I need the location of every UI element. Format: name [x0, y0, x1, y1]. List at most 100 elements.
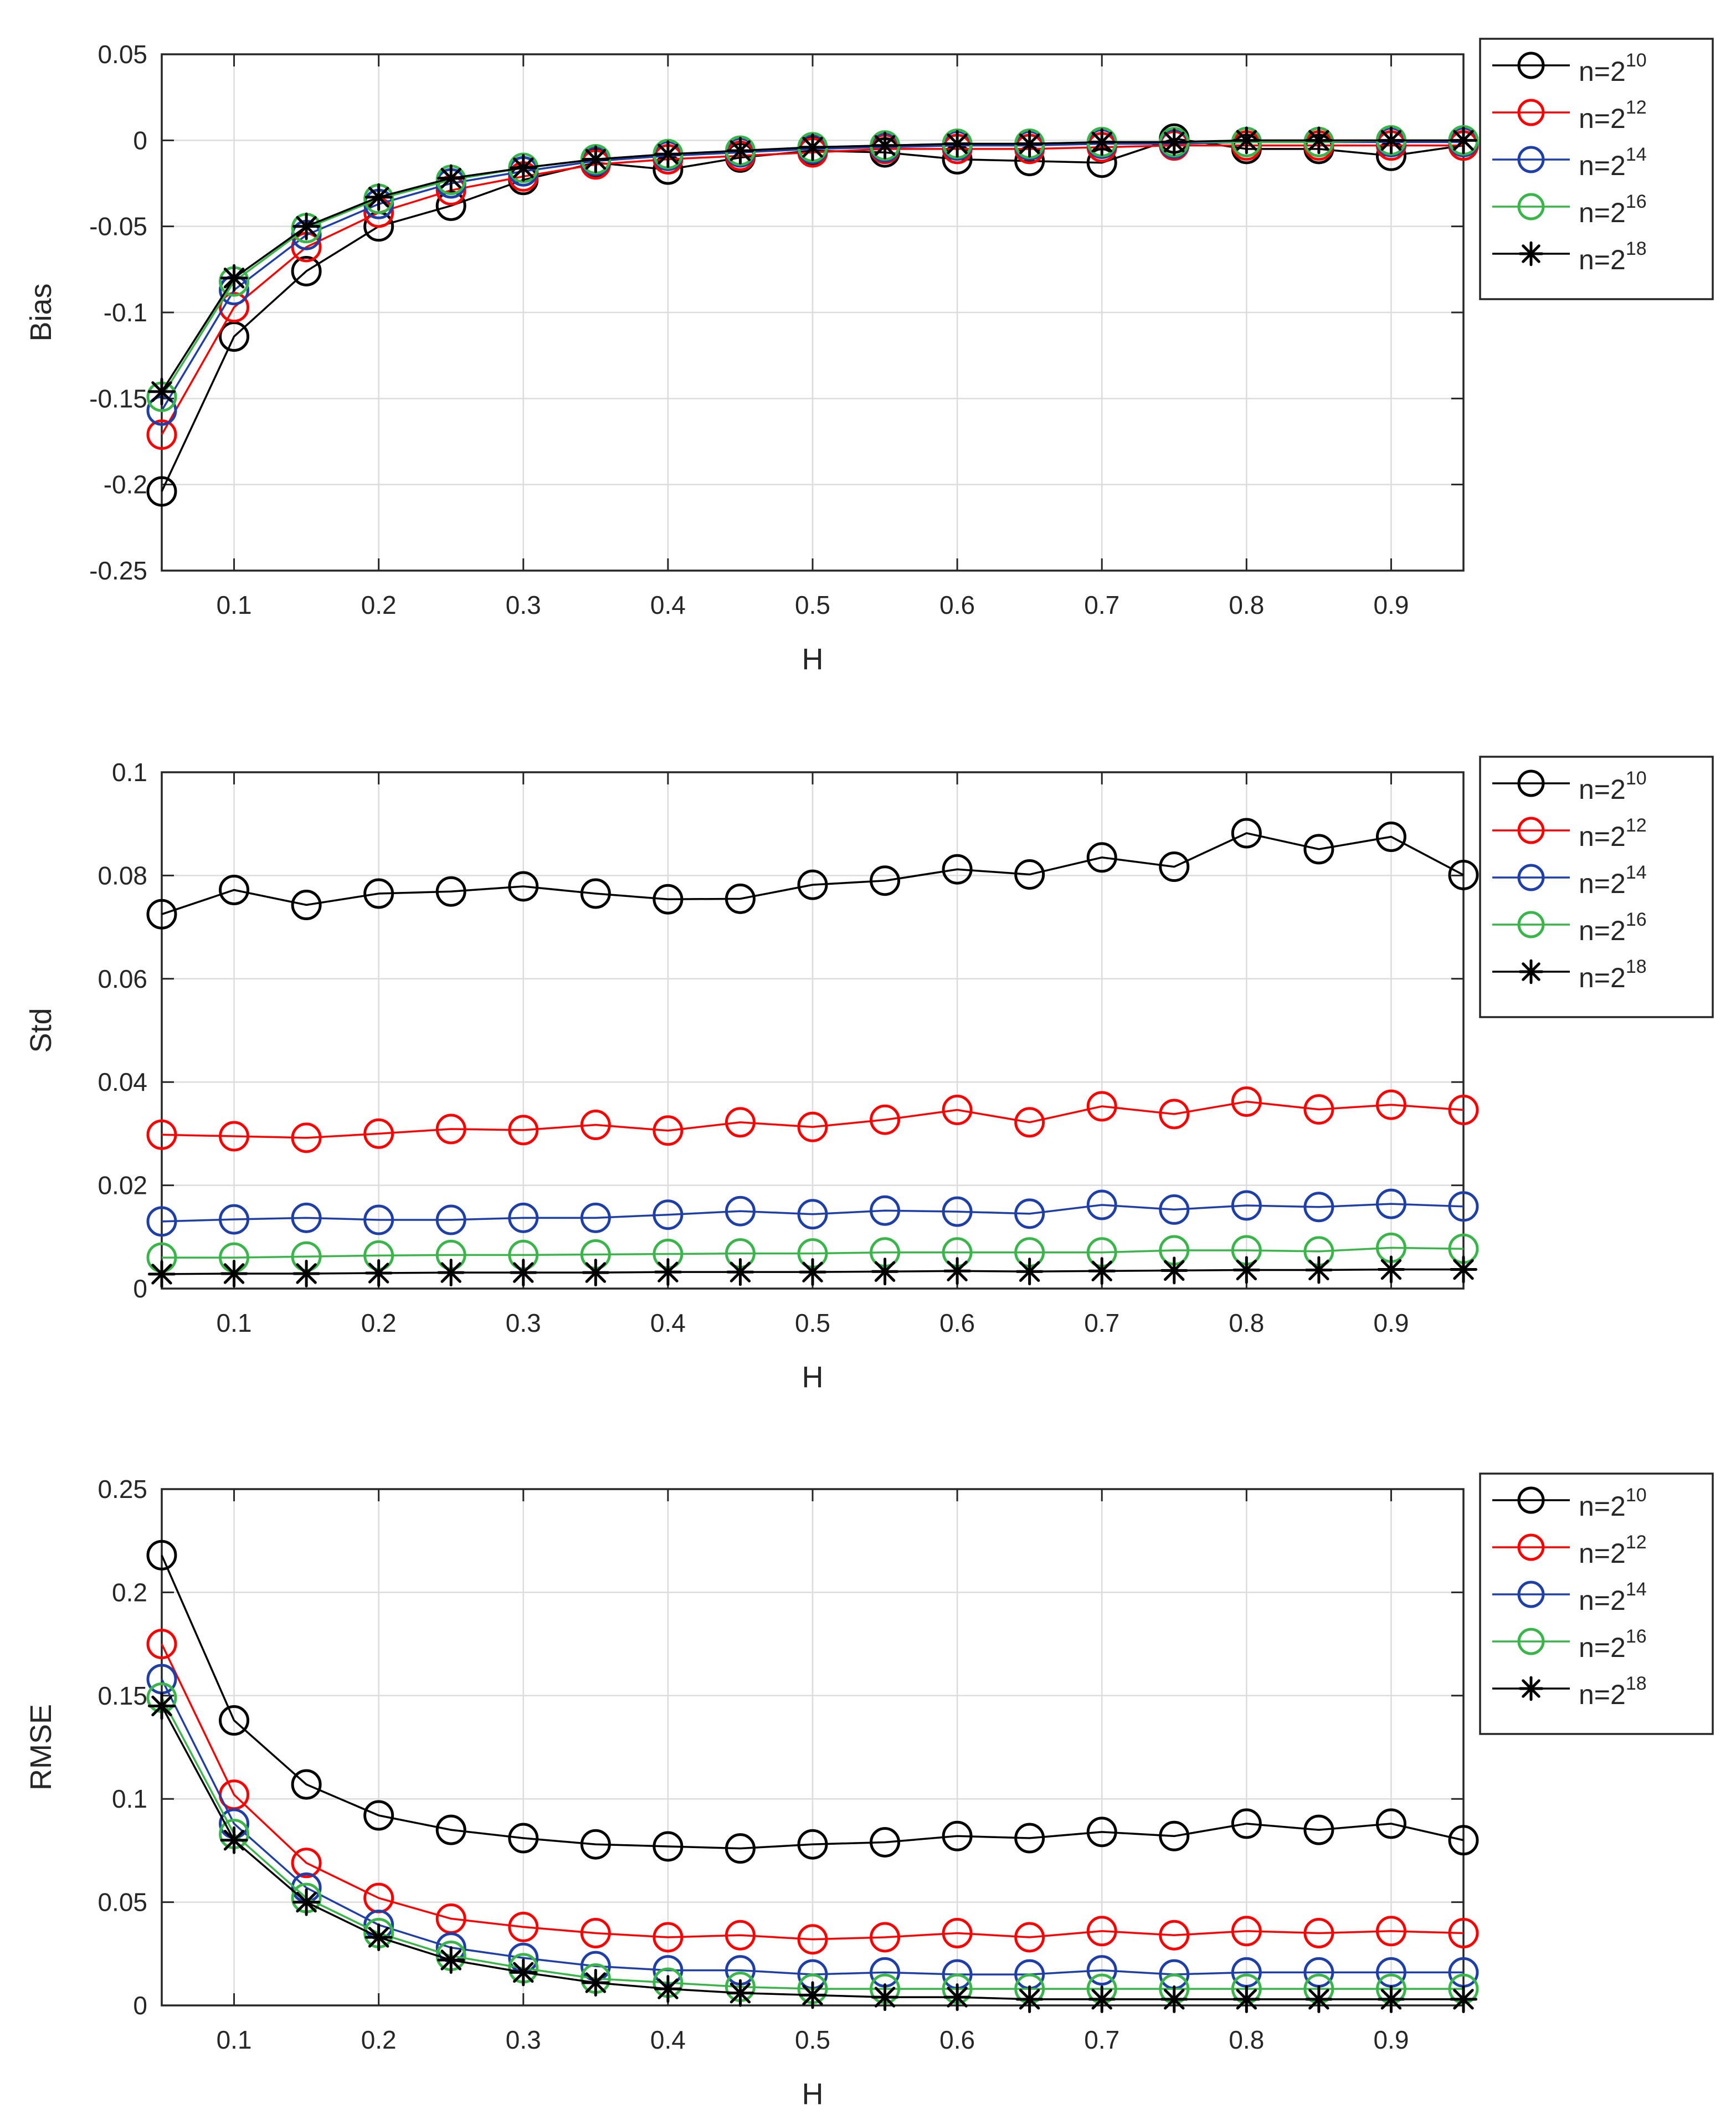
bias-series-n-2-18-point: [437, 164, 465, 192]
std-series-n-2-18-point: [799, 1258, 826, 1286]
std-series-n-2-14: [146, 1188, 1479, 1237]
bias-ticks: 0.1 0.2 0.3 0.4 0.5 0.6 0.7 0.8 0.9 -0.25 -0.2 -0.1…: [89, 40, 1463, 619]
std-series-n-2-14-point: [580, 1202, 611, 1233]
rmse-series-n-2-10-point: [580, 1829, 611, 1860]
std-series-n-2-14-point: [1375, 1188, 1406, 1219]
std-series-n-2-12-point: [363, 1118, 394, 1149]
std-series-n-2-12-point: [1231, 1086, 1262, 1117]
std-series-n-2-14-point: [1303, 1192, 1334, 1223]
rmse-series-n-2-18: [148, 1692, 1477, 2013]
std-series-n-2-18-point: [220, 1259, 248, 1287]
rmse-xtick-label: 0.9: [1373, 2025, 1409, 2054]
bias-xtick-label: 0.1: [217, 591, 252, 619]
bias-legend-label: n=216: [1579, 191, 1647, 228]
std-series-group: [146, 818, 1479, 1288]
std-xtick-label: 0.6: [939, 1309, 975, 1337]
bias-series-n-2-18-point: [148, 377, 176, 406]
bias-legend-item-n-2-14: n=214: [1492, 144, 1647, 181]
rmse-series-n-2-12-point: [1086, 1916, 1117, 1947]
rmse-series-n-2-12-point: [870, 1922, 901, 1953]
chart-panels: 0.1 0.2 0.3 0.4 0.5 0.6 0.7 0.8 0.9 -0.25 -0.2 -0.1…: [24, 38, 1714, 2111]
std-series-n-2-14-line: [161, 1203, 1464, 1223]
rmse-series-n-2-10-point: [1086, 1817, 1117, 1848]
std-series-n-2-10-point: [942, 854, 973, 885]
std-series-n-2-14-point: [146, 1206, 177, 1237]
bias-series-n-2-18-point: [871, 131, 899, 160]
rmse-series-n-2-10-point: [1159, 1820, 1190, 1851]
rmse-xtick-label: 0.6: [939, 2025, 975, 2054]
bias-series-group: [146, 123, 1479, 507]
rmse-series-n-2-18-point: [1088, 1985, 1116, 2013]
std-xtick-label: 0.3: [506, 1309, 541, 1337]
rmse-series-n-2-18-point: [1450, 1985, 1477, 2013]
rmse-xtick-label: 0.5: [795, 2025, 830, 2054]
std-series-n-2-18-point: [582, 1259, 610, 1287]
rmse-legend-item-n-2-18: n=218: [1492, 1673, 1647, 1710]
std-series-n-2-12-point: [653, 1115, 684, 1146]
bias-series-n-2-18-point: [582, 145, 610, 173]
bias-xtick-label: 0.6: [939, 591, 975, 619]
std-xtick-label: 0.2: [361, 1309, 397, 1337]
rmse-legend-label: n=216: [1579, 1626, 1647, 1663]
rmse-series-n-2-12-point: [1303, 1918, 1334, 1949]
bias-legend-item-n-2-16: n=216: [1492, 191, 1647, 228]
std-legend-item-n-2-16: n=216: [1492, 909, 1647, 946]
std-legend-item-n-2-18: n=218: [1492, 956, 1647, 993]
std-series-n-2-18-point: [1160, 1256, 1188, 1285]
bias-series-n-2-18-point: [1160, 128, 1188, 156]
rmse-series-n-2-10-point: [942, 1820, 973, 1851]
std-series-n-2-18-point: [654, 1258, 682, 1286]
rmse-series-n-2-10-point: [1303, 1814, 1334, 1845]
bias-series-n-2-10-point: [219, 321, 250, 352]
rmse-series-n-2-10-point: [435, 1814, 466, 1845]
bias-series-n-2-18-point: [726, 136, 754, 165]
bias-legend-label: n=214: [1579, 144, 1647, 181]
rmse-xtick-label: 0.4: [650, 2025, 686, 2054]
rmse-series-n-2-14-point: [1086, 1955, 1117, 1986]
bias-legend-item-n-2-18: n=218: [1492, 238, 1647, 275]
std-legend-marker: [1517, 864, 1545, 891]
bias-series-n-2-18-point: [1377, 126, 1405, 155]
bias-series-n-2-18-point: [1088, 128, 1116, 156]
std-series-n-2-12-line: [161, 1100, 1464, 1139]
std-series-n-2-12-point: [219, 1121, 250, 1152]
rmse-series-n-2-18-point: [437, 1946, 465, 1974]
std-xtick-label: 0.1: [217, 1309, 252, 1337]
rmse-series-n-2-10: [146, 1540, 1479, 1864]
rmse-series-group: [146, 1540, 1479, 2013]
std-series-n-2-14-point: [219, 1204, 250, 1235]
std-series-n-2-10-point: [580, 878, 611, 909]
rmse-series-n-2-12-point: [797, 1924, 828, 1955]
rmse-legend-label: n=212: [1579, 1532, 1647, 1569]
std-legend-label: n=216: [1579, 909, 1647, 946]
std-series-n-2-18-point: [1088, 1257, 1116, 1285]
std-series-n-2-18-point: [292, 1259, 321, 1287]
std-series-n-2-18-point: [1377, 1255, 1405, 1284]
rmse-series-n-2-12-point: [508, 1911, 539, 1942]
bias-series-n-2-18-point: [943, 130, 972, 158]
std-legend-item-n-2-12: n=212: [1492, 815, 1647, 852]
std-legend-label: n=210: [1579, 768, 1647, 805]
std-legend-label: n=212: [1579, 815, 1647, 852]
std-xtick-label: 0.4: [650, 1309, 686, 1337]
rmse-ytick-label: 0.2: [112, 1578, 147, 1607]
bias-legend-box: [1479, 38, 1714, 300]
std-series-n-2-14-point: [435, 1204, 466, 1235]
std-series-n-2-18-point: [943, 1257, 972, 1285]
rmse-series-n-2-12-point: [146, 1629, 177, 1660]
rmse-series-n-2-18-point: [148, 1692, 176, 1720]
bias-series-n-2-18-point: [220, 264, 248, 292]
rmse-series-n-2-18-point: [1015, 1985, 1044, 2013]
std-series-n-2-10-point: [219, 874, 250, 905]
std-legend-item-n-2-14: n=214: [1492, 862, 1647, 899]
rmse-legend-marker: [1517, 1628, 1545, 1655]
bias-series-n-2-18-point: [292, 212, 321, 240]
rmse-series-n-2-12-point: [1159, 1920, 1190, 1951]
rmse-ytick-label: 0: [133, 1991, 147, 2020]
rmse-series-n-2-18-point: [582, 1968, 610, 1997]
std-series-n-2-10-point: [653, 884, 684, 915]
std-series-n-2-12-point: [508, 1115, 539, 1146]
rmse-series-n-2-18-point: [364, 1923, 393, 1951]
std-series-n-2-18-point: [509, 1259, 537, 1287]
